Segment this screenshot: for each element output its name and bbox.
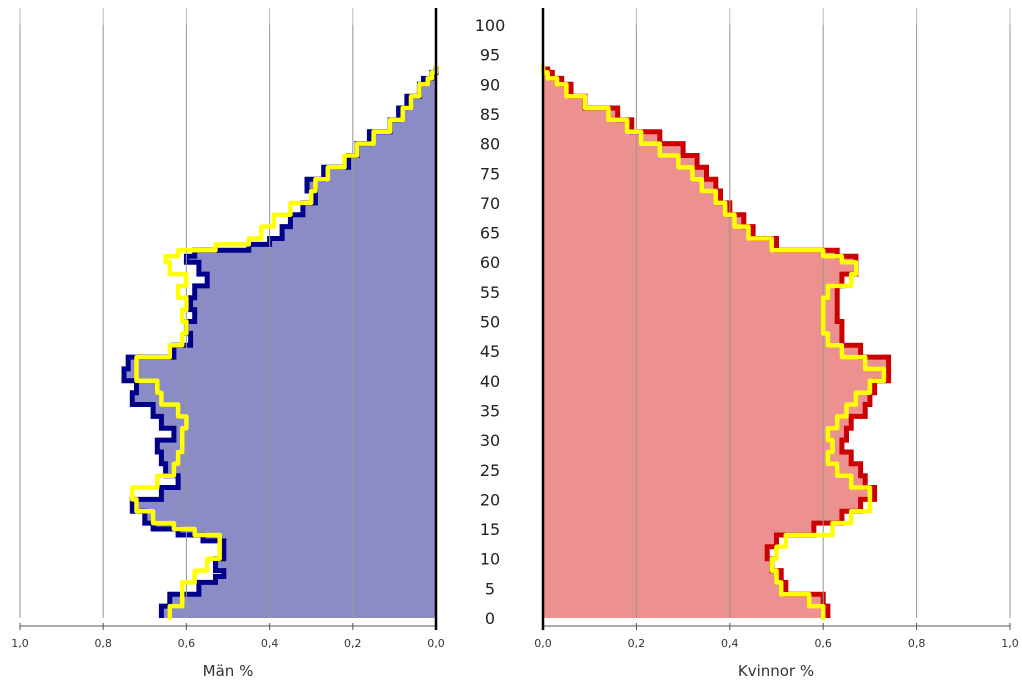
age-axis: 0 5 10 15 20 25 30 35 40 45 50 55 60 65 70 75 80 85 90 95 10… <box>475 16 506 628</box>
age-tick-label: 65 <box>480 224 500 243</box>
women-panel: 0,0 0,2 0,4 0,6 0,8 1,0 <box>534 8 1019 650</box>
men-x-tick-label: 0,8 <box>94 637 112 650</box>
men-x-axis-label: Män % <box>203 662 254 680</box>
women-x-tick-label: 0,6 <box>814 637 832 650</box>
men-panel: 1,0 0,8 0,6 0,4 0,2 0,0 <box>11 8 445 650</box>
women-x-tick-label: 1,0 <box>1001 637 1019 650</box>
women-x-axis-label: Kvinnor % <box>738 662 814 680</box>
age-tick-label: 70 <box>480 194 500 213</box>
men-x-tick-label: 0,2 <box>344 637 362 650</box>
men-x-tick-label: 0,0 <box>427 637 445 650</box>
age-tick-label: 85 <box>480 105 500 124</box>
women-population-area <box>543 66 889 618</box>
men-x-tick-label: 0,4 <box>261 637 279 650</box>
age-tick-label: 25 <box>480 461 500 480</box>
age-tick-label: 60 <box>480 253 500 272</box>
age-tick-label: 80 <box>480 135 500 154</box>
men-x-tick-label: 1,0 <box>11 637 29 650</box>
age-tick-label: 55 <box>480 283 500 302</box>
women-x-tick-label: 0,0 <box>534 637 552 650</box>
age-tick-label: 75 <box>480 164 500 183</box>
men-comparison-line <box>130 64 439 621</box>
age-tick-label: 100 <box>475 16 506 35</box>
age-tick-label: 10 <box>480 550 500 569</box>
age-tick-label: 0 <box>485 609 495 628</box>
age-tick-label: 50 <box>480 313 500 332</box>
men-population-area <box>124 66 436 618</box>
men-x-tick-label: 0,6 <box>178 637 196 650</box>
age-tick-label: 95 <box>480 46 500 65</box>
age-tick-label: 90 <box>480 75 500 94</box>
age-tick-label: 35 <box>480 401 500 420</box>
age-tick-label: 20 <box>480 490 500 509</box>
women-comparison-line <box>540 64 887 621</box>
women-x-tick-label: 0,4 <box>721 637 739 650</box>
age-tick-label: 45 <box>480 342 500 361</box>
age-tick-label: 30 <box>480 431 500 450</box>
women-x-tick-label: 0,2 <box>628 637 646 650</box>
women-x-tick-label: 0,8 <box>908 637 926 650</box>
age-tick-label: 5 <box>485 579 495 598</box>
age-tick-label: 40 <box>480 372 500 391</box>
age-tick-label: 15 <box>480 520 500 539</box>
